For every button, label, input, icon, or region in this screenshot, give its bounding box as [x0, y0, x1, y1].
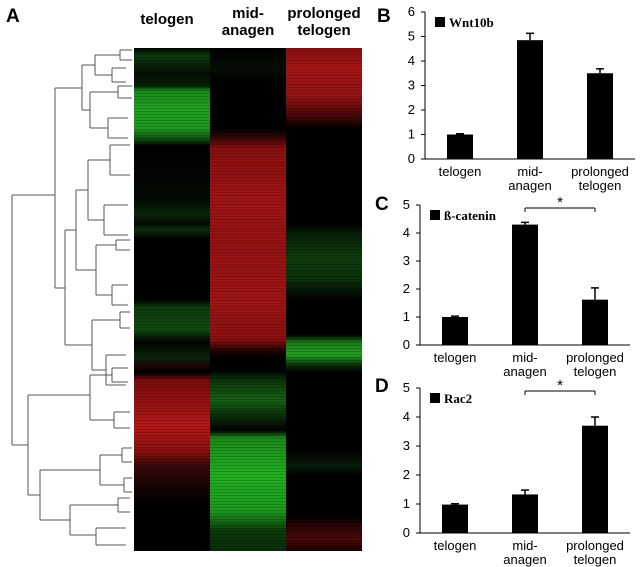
panel-d-letter: D: [375, 376, 389, 397]
panel-b-letter: B: [377, 6, 391, 27]
panel-c: C ß-catenin 0 1 2 3 4 5 * telogen mid-anagen pr…: [375, 194, 630, 379]
panel-c-bar-1: [442, 317, 468, 345]
panel-c-plot: ß-catenin 0 1 2 3 4 5 * telogen mid-anagen prol…: [403, 194, 630, 379]
heatmap-column-headers: telogen mid- anagen prolonged telogen: [140, 5, 360, 39]
panel-c-bar-2: [512, 224, 538, 345]
panel-d-ytick-label: 5: [403, 380, 410, 395]
panel-b-ytick-label: 5: [408, 29, 415, 44]
panel-c-xtick-label-2: anagen: [503, 364, 546, 379]
panel-c-xtick-label-2: mid-: [512, 350, 537, 365]
panel-c-bar-3: [582, 299, 608, 345]
panel-d-xtick-label-2: anagen: [503, 552, 546, 567]
panel-c-ytick-label: 3: [403, 253, 410, 268]
panel-d-bar-3: [582, 425, 608, 533]
panel-b-bar-3: [587, 73, 613, 159]
panel-d-bar-1: [442, 504, 468, 533]
panel-c-xtick-label-3: prolonged: [566, 350, 624, 365]
panel-d-ytick-label: 1: [403, 496, 410, 511]
panel-b-xtick-label-1: telogen: [439, 164, 482, 179]
panel-c-legend-label: ß-catenin: [444, 208, 497, 223]
panel-b: B Wnt10b 0 1 2 3 4 5 6 telogen mid-anagen prolon…: [377, 4, 635, 193]
panel-b-ytick-label: 0: [408, 151, 415, 166]
panel-b-ytick-label: 6: [408, 4, 415, 19]
panel-d-xtick-label-2: mid-: [512, 538, 537, 553]
panel-d-xtick-label-3: telogen: [574, 552, 617, 567]
panel-d-xtick-label-1: telogen: [434, 538, 477, 553]
heatmap-col-prolonged-telogen-line2: telogen: [297, 22, 350, 39]
panel-c-ytick-label: 2: [403, 281, 410, 296]
panel-d-sig-star: *: [557, 377, 563, 394]
panel-b-xtick-label-2: mid-: [517, 164, 542, 179]
panel-b-bar-2: [517, 40, 543, 159]
panel-c-legend-swatch: [430, 210, 440, 220]
heatmap-col-prolonged-telogen-line1: prolonged: [287, 5, 360, 22]
panel-b-legend-label: Wnt10b: [449, 15, 494, 30]
panel-b-xtick-label-2: anagen: [508, 178, 551, 193]
panel-b-ytick-label: 3: [408, 78, 415, 93]
heatmap-col-mid-anagen-line1: mid-: [232, 5, 264, 22]
panel-d-legend-swatch: [430, 393, 440, 403]
panel-d-xtick-label-3: prolonged: [566, 538, 624, 553]
panel-b-xtick-label-3: prolonged: [571, 164, 629, 179]
panel-c-ytick-label: 1: [403, 309, 410, 324]
panel-c-ytick-label: 0: [403, 337, 410, 352]
panel-d-ytick-label: 0: [403, 525, 410, 540]
panel-d-plot: Rac2 0 1 2 3 4 5 * telogen mid-anagen prolonged…: [403, 377, 630, 567]
panel-a-letter: A: [6, 6, 20, 27]
dendrogram: [11, 49, 132, 546]
panel-b-ytick-label: 2: [408, 102, 415, 117]
panel-d-legend-label: Rac2: [444, 391, 472, 406]
panel-c-xtick-label-1: telogen: [434, 350, 477, 365]
panel-b-ytick-label: 1: [408, 127, 415, 142]
panel-c-ytick-label: 5: [403, 197, 410, 212]
panel-d: D Rac2 0 1 2 3 4 5 * telogen mid-anagen prolong…: [375, 376, 630, 567]
panel-c-ytick-label: 4: [403, 225, 410, 240]
panel-d-ytick-label: 4: [403, 409, 410, 424]
panel-d-bar-2: [512, 494, 538, 533]
heatmap-col-mid-anagen-line2: anagen: [222, 22, 275, 39]
panel-c-sig-star: *: [557, 194, 563, 211]
heatmap: [134, 48, 362, 551]
panel-b-bar-1: [447, 134, 473, 159]
panel-c-letter: C: [375, 194, 389, 215]
panel-d-ytick-label: 3: [403, 438, 410, 453]
heatmap-col-telogen: telogen: [140, 11, 193, 28]
panel-b-plot: Wnt10b 0 1 2 3 4 5 6 telogen mid-anagen prolonge…: [408, 4, 635, 193]
panel-c-xtick-label-3: telogen: [574, 364, 617, 379]
panel-b-ytick-label: 4: [408, 53, 415, 68]
panel-b-xtick-label-3: telogen: [579, 178, 622, 193]
panel-d-ytick-label: 2: [403, 467, 410, 482]
heatmap-row-texture: [134, 48, 362, 551]
panel-b-legend-swatch: [435, 17, 445, 27]
